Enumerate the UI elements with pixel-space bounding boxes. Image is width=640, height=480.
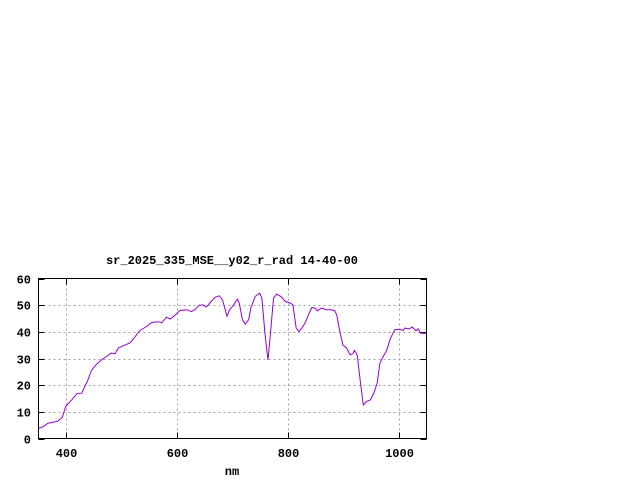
series-line [38,292,427,429]
ticks [38,278,427,440]
x-tick-label: 400 [56,447,78,461]
y-tick-label: 20 [17,380,31,394]
tick-labels: 400 600 800 1000 0 10 20 30 40 50 60 [17,274,414,462]
x-tick-label: 600 [167,447,189,461]
y-tick-label: 10 [17,407,31,421]
y-tick-label: 0 [24,434,31,448]
y-tick-label: 40 [17,327,31,341]
chart-title: sr_2025_335_MSE__y02_r_rad 14-40-00 [106,254,358,268]
x-axis-label: nm [225,465,239,479]
plot-border [38,278,427,439]
y-tick-label: 50 [17,300,31,314]
y-tick-label: 30 [17,354,31,368]
x-tick-label: 800 [278,447,300,461]
y-tick-label: 60 [17,274,31,288]
x-tick-label: 1000 [385,447,414,461]
grid [38,278,427,439]
